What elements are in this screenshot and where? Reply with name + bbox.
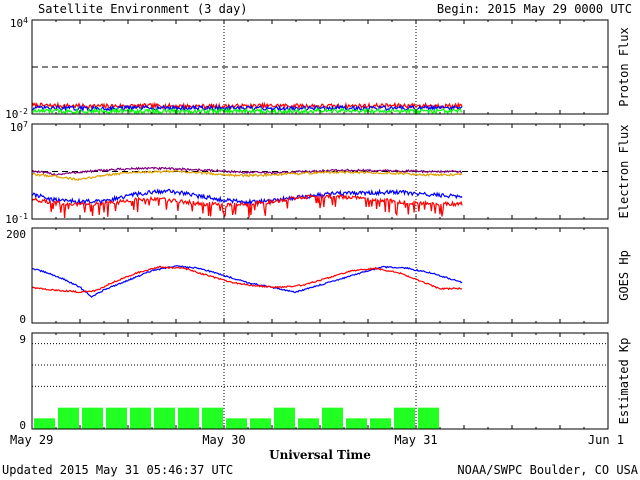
kp-bar [250,418,271,429]
kp-bar [82,407,103,429]
electron-series-purple [31,166,463,176]
kp-bar [394,407,415,429]
kp-bar [178,407,199,429]
kp-bar [106,407,127,429]
panel-electron: 107 10-1 Electron Flux [5,120,631,227]
kp-bar [130,407,151,429]
kp-bar [298,418,319,429]
y-axis-label-kp: Estimated Kp [617,338,631,425]
kp-bar [346,418,367,429]
y-tick-label-min: 0 [19,313,26,326]
y-axis-label-proton: Proton Flux [617,27,631,106]
y-tick-label-min: 0 [19,419,26,432]
panel-frame [31,227,609,324]
y-axis-label-goes_hp: GOES Hp [617,250,631,301]
chart-title: Satellite Environment (3 day) [38,2,248,16]
goes_hp-series-red [31,265,463,294]
y-tick-label-max: 9 [19,333,26,346]
panel-kp: 9 0 Estimated Kp [19,332,631,432]
proton-series-blue [31,104,463,113]
updated-timestamp: Updated 2015 May 31 05:46:37 UTC [2,463,233,477]
panel-frame [31,19,609,115]
begin-label: Begin: 2015 May 29 0000 UTC [437,2,632,16]
y-tick-label-max: 107 [10,120,28,135]
y-axis-label-electron: Electron Flux [617,125,631,219]
electron-series-red [31,192,463,219]
y-tick-label-max: 104 [10,16,28,31]
kp-bar [226,418,247,429]
x-axis-label: Universal Time [269,448,371,462]
kp-bar [274,407,295,429]
credit-label: NOAA/SWPC Boulder, CO USA [457,463,638,477]
x-tick-labels: May 29 May 30 May 31 Jun 1 [10,433,624,447]
kp-bar [418,407,439,429]
panel-goes_hp: 200 0 GOES Hp [6,227,631,326]
x-tick-label: May 29 [10,433,53,447]
y-tick-label-min: 10-2 [5,107,28,122]
kp-bar [322,407,343,429]
proton-series-green [31,106,463,116]
electron-series-blue [31,188,463,207]
kp-bar [58,407,79,429]
panel-proton: 104 10-2 Proton Flux [5,16,631,122]
y-tick-label-min: 10-1 [5,212,28,227]
goes_hp-series-blue [32,265,463,298]
x-tick-label: May 30 [202,433,245,447]
x-tick-label: May 31 [394,433,437,447]
kp-bar [202,407,223,429]
x-tick-label: Jun 1 [588,433,624,447]
kp-bar [370,418,391,429]
kp-bar [154,407,175,429]
y-tick-label-max: 200 [6,228,26,241]
kp-bar [34,418,55,429]
electron-series-orange [31,169,463,182]
panels: 104 10-2 Proton Flux 107 10-1 Electron Flux 20… [5,16,631,433]
